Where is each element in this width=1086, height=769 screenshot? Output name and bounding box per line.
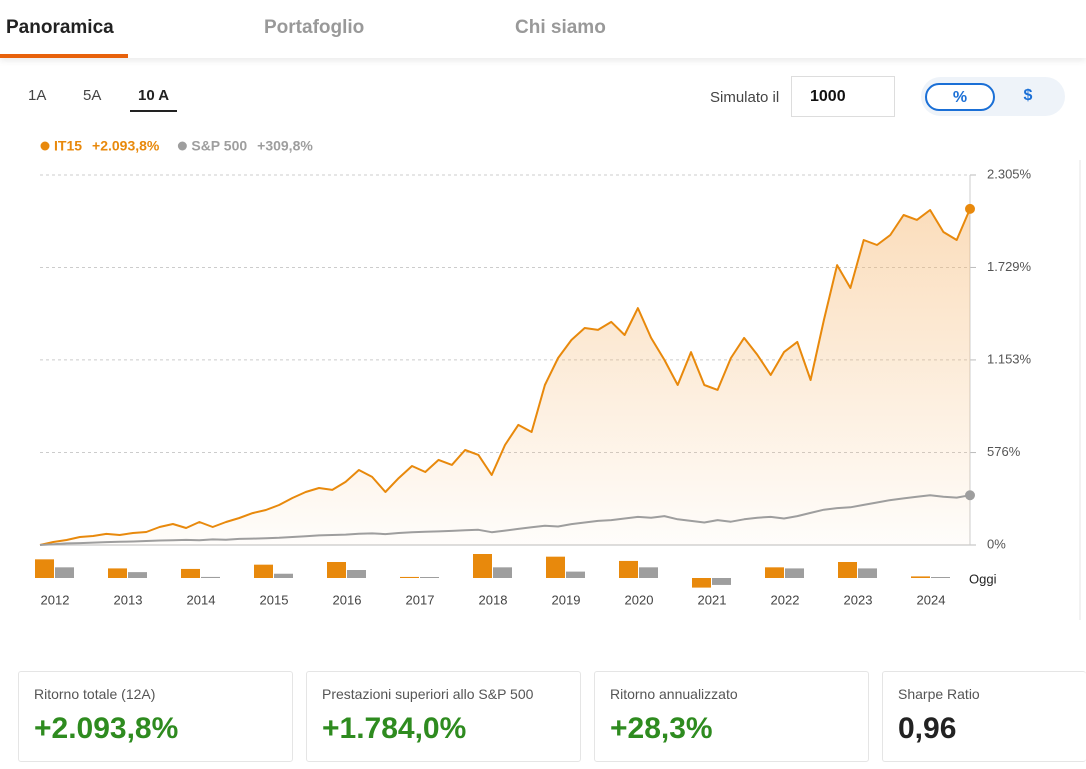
chart: 0% 576% 1.153% 1.729% 2.305% IT15 +2.093,8% S&P… (35, 138, 1081, 620)
bar (838, 562, 857, 578)
x-tick-label: 2018 (479, 592, 508, 607)
tab[interactable]: Panoramica (6, 17, 114, 38)
bar (493, 567, 512, 578)
stat-value: 0,96 (898, 712, 957, 745)
range-button[interactable]: 5A (83, 87, 102, 104)
range-button[interactable]: 1A (28, 87, 47, 104)
stat-label: Ritorno totale (12A) (34, 686, 156, 702)
unit-toggle: % $ (921, 77, 1065, 116)
legend-dot (40, 141, 50, 151)
bar (108, 568, 127, 578)
bar (692, 578, 711, 588)
x-tick-label: 2017 (406, 592, 435, 607)
legend-change: +2.093,8% (92, 138, 160, 154)
y-tick-label: 1.729% (987, 259, 1032, 274)
amount-input[interactable]: 1000 (791, 76, 895, 117)
x-tick-label: 2019 (552, 592, 581, 607)
bar (420, 577, 439, 578)
bar (35, 559, 54, 578)
x-tick-label: 2014 (187, 592, 216, 607)
stat-card: Ritorno annualizzato +28,3% (594, 671, 869, 762)
legend-dot (177, 141, 187, 151)
bar (55, 567, 74, 578)
bar (785, 568, 804, 578)
line (39, 494, 971, 546)
bar (619, 560, 638, 578)
bar (931, 577, 950, 578)
stat-card: Prestazioni superiori allo S&P 500 +1.78… (306, 671, 581, 762)
stat-value: +28,3% (610, 712, 713, 745)
tab-underline (0, 54, 128, 58)
header: Panoramica Portafoglio Chi siamo (0, 0, 1086, 58)
bar (254, 564, 273, 578)
toggle-option[interactable]: $ (1023, 87, 1033, 104)
tab[interactable]: Chi siamo (515, 17, 606, 38)
bar (546, 556, 565, 578)
bar (181, 568, 200, 578)
bar (765, 567, 784, 578)
bar (128, 572, 147, 578)
bar (400, 576, 419, 578)
y-tick-label: 576% (987, 444, 1021, 459)
bar (639, 567, 658, 578)
toggle-option[interactable]: % (925, 83, 995, 111)
legend-change: +309,8% (257, 138, 313, 154)
simulator-label: Simulato il (710, 89, 780, 106)
legend-name: S&P 500 (191, 138, 247, 154)
x-tick-label: 2021 (698, 592, 727, 607)
stat-label: Prestazioni superiori allo S&P 500 (322, 686, 534, 702)
bar (858, 568, 877, 578)
x-tick-label: 2022 (771, 592, 800, 607)
tab[interactable]: Portafoglio (264, 17, 365, 38)
y-tick-label: 2.305% (987, 166, 1032, 181)
bar (327, 562, 346, 578)
stat-label: Sharpe Ratio (898, 686, 980, 702)
x-tick-label: 2020 (625, 592, 654, 607)
x-tick-label: 2013 (114, 592, 143, 607)
legend-name: IT15 (54, 138, 82, 154)
bar (566, 571, 585, 578)
x-tick-label: 2012 (41, 592, 70, 607)
line (39, 208, 971, 546)
range-button[interactable]: 10 A (130, 87, 178, 112)
stat-value: +2.093,8% (34, 712, 179, 745)
area-fill (40, 208, 970, 545)
stat-card: Sharpe Ratio 0,96 (882, 671, 1086, 762)
x-tick-label: 2015 (260, 592, 289, 607)
stat-card: Ritorno totale (12A) +2.093,8% (18, 671, 293, 762)
bar (274, 573, 293, 578)
bar (201, 576, 220, 578)
bar (473, 554, 492, 578)
end-point (965, 490, 975, 501)
y-tick-label: 1.153% (987, 351, 1032, 366)
bar (347, 570, 366, 578)
x-tick-label: 2024 (917, 592, 946, 607)
stat-value: +1.784,0% (322, 712, 467, 745)
end-point (965, 203, 975, 214)
bar (911, 576, 930, 578)
x-tick-label: 2023 (844, 592, 873, 607)
bar (712, 578, 731, 585)
end-label: Oggi (969, 571, 997, 586)
stat-label: Ritorno annualizzato (610, 686, 738, 702)
x-tick-label: 2016 (333, 592, 362, 607)
y-tick-label: 0% (987, 536, 1006, 551)
